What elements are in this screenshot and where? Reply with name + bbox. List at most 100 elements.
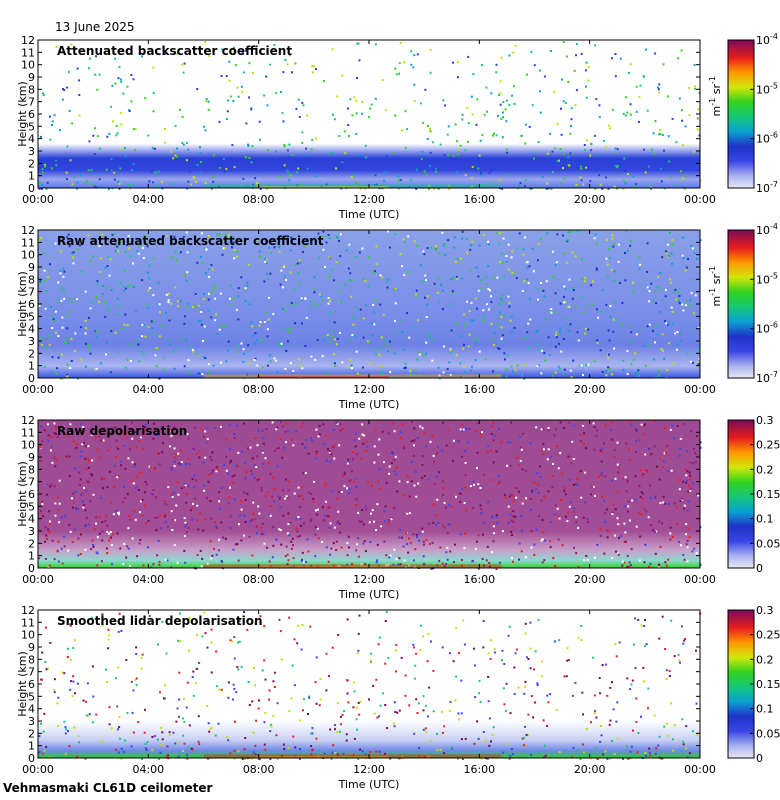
- y-tick-label: 6: [28, 678, 35, 691]
- x-tick-label: 00:00: [22, 383, 54, 396]
- x-tick-label: 00:00: [684, 383, 716, 396]
- y-tick-label: 2: [28, 727, 35, 740]
- y-tick-label: 9: [28, 261, 35, 274]
- x-tick-label: 20:00: [574, 383, 606, 396]
- y-tick-label: 11: [21, 426, 35, 439]
- colorbar-tick-label: 10-6: [756, 131, 778, 146]
- y-tick-label: 9: [28, 451, 35, 464]
- x-tick-label: 04:00: [132, 763, 164, 776]
- panel-title: Attenuated backscatter coefficient: [57, 44, 292, 58]
- y-tick-label: 3: [28, 145, 35, 158]
- x-tick-label: 16:00: [463, 193, 495, 206]
- boundary-layer-band: [203, 564, 502, 568]
- colorbar-tick-label: 10-7: [756, 370, 778, 385]
- x-tick-label: 20:00: [574, 573, 606, 586]
- colorbar-tick-label: 0.05: [756, 537, 780, 550]
- panel-title: Raw attenuated backscatter coefficient: [57, 234, 324, 248]
- colorbar-tick-label: 0.25: [756, 439, 780, 452]
- colorbar-tick-label: 0.2: [756, 463, 774, 476]
- colorbar-tick-label: 0.15: [756, 488, 780, 501]
- x-tick-label: 00:00: [22, 573, 54, 586]
- colorbar-tick-label: 0.05: [756, 727, 780, 740]
- x-tick-label: 20:00: [574, 193, 606, 206]
- x-tick-label: 16:00: [463, 573, 495, 586]
- y-axis-label: Height (km): [16, 651, 29, 717]
- panel-title: Smoothed lidar depolarisation: [57, 614, 263, 628]
- y-tick-label: 12: [21, 34, 35, 47]
- y-tick-label: 9: [28, 641, 35, 654]
- y-tick-label: 0: [28, 372, 35, 385]
- colorbar: 0 0.05 0.1 0.15 0.2 0.25 0.3: [727, 604, 780, 765]
- y-tick-label: 8: [28, 83, 35, 96]
- signal-texture: [38, 420, 702, 570]
- colorbar-scale: [727, 419, 755, 569]
- y-tick-label: 7: [28, 96, 35, 109]
- x-tick-label: 16:00: [463, 383, 495, 396]
- date-label: 13 June 2025: [55, 20, 135, 34]
- y-tick-label: 3: [28, 715, 35, 728]
- y-tick-label: 10: [21, 249, 35, 262]
- x-tick-label: 00:00: [22, 763, 54, 776]
- plot-area: [38, 420, 700, 568]
- colorbar-tick-label: 10-5: [756, 81, 778, 96]
- y-tick-label: 0: [28, 752, 35, 765]
- boundary-layer-band: [203, 184, 502, 188]
- x-tick-label: 08:00: [243, 383, 275, 396]
- y-tick-label: 8: [28, 463, 35, 476]
- y-tick-label: 11: [21, 236, 35, 249]
- y-tick-label: 5: [28, 120, 35, 133]
- colorbar-tick-label: 10-4: [756, 222, 778, 237]
- colorbar-tick-label: 0.1: [756, 513, 774, 526]
- x-tick-label: 16:00: [463, 763, 495, 776]
- x-axis-label: Time (UTC): [338, 208, 400, 221]
- colorbar-unit-label: m-1 sr-1: [708, 266, 723, 306]
- y-axis-label: Height (km): [16, 271, 29, 337]
- y-axis-label: Height (km): [16, 81, 29, 147]
- x-axis-label: Time (UTC): [338, 778, 400, 791]
- colorbar-tick-label: 0: [756, 562, 763, 575]
- y-tick-label: 1: [28, 550, 35, 563]
- y-tick-label: 8: [28, 273, 35, 286]
- x-tick-label: 12:00: [353, 763, 385, 776]
- plot-area: [38, 40, 700, 188]
- signal-texture: [38, 41, 702, 190]
- y-tick-label: 7: [28, 286, 35, 299]
- colorbar-tick-label: 10-5: [756, 271, 778, 286]
- y-tick-label: 1: [28, 170, 35, 183]
- x-tick-label: 08:00: [243, 573, 275, 586]
- y-tick-label: 0: [28, 182, 35, 195]
- y-tick-label: 6: [28, 298, 35, 311]
- colorbar: 10-7 10-6 10-5 10-4 m-1 sr-1: [708, 32, 778, 195]
- panel-title: Raw depolarisation: [57, 424, 187, 438]
- y-tick-label: 8: [28, 653, 35, 666]
- y-tick-label: 6: [28, 108, 35, 121]
- y-tick-label: 7: [28, 476, 35, 489]
- colorbar-tick-label: 0.3: [756, 414, 774, 427]
- colorbar-tick-label: 0.25: [756, 629, 780, 642]
- y-tick-label: 2: [28, 157, 35, 170]
- x-tick-label: 12:00: [353, 383, 385, 396]
- y-tick-label: 2: [28, 537, 35, 550]
- colorbar-tick-label: 0: [756, 752, 763, 765]
- y-tick-label: 6: [28, 488, 35, 501]
- y-tick-label: 12: [21, 604, 35, 617]
- y-tick-label: 10: [21, 59, 35, 72]
- x-tick-label: 04:00: [132, 383, 164, 396]
- y-tick-label: 0: [28, 562, 35, 575]
- y-tick-label: 4: [28, 133, 35, 146]
- x-axis-label: Time (UTC): [338, 398, 400, 411]
- x-axis-label: Time (UTC): [338, 588, 400, 601]
- y-tick-label: 1: [28, 740, 35, 753]
- colorbar-scale: [727, 39, 755, 189]
- y-axis-label: Height (km): [16, 461, 29, 527]
- boundary-layer-band: [203, 374, 502, 378]
- x-tick-label: 00:00: [684, 193, 716, 206]
- x-tick-label: 12:00: [353, 193, 385, 206]
- x-tick-label: 20:00: [574, 763, 606, 776]
- x-tick-label: 00:00: [22, 193, 54, 206]
- y-tick-label: 10: [21, 439, 35, 452]
